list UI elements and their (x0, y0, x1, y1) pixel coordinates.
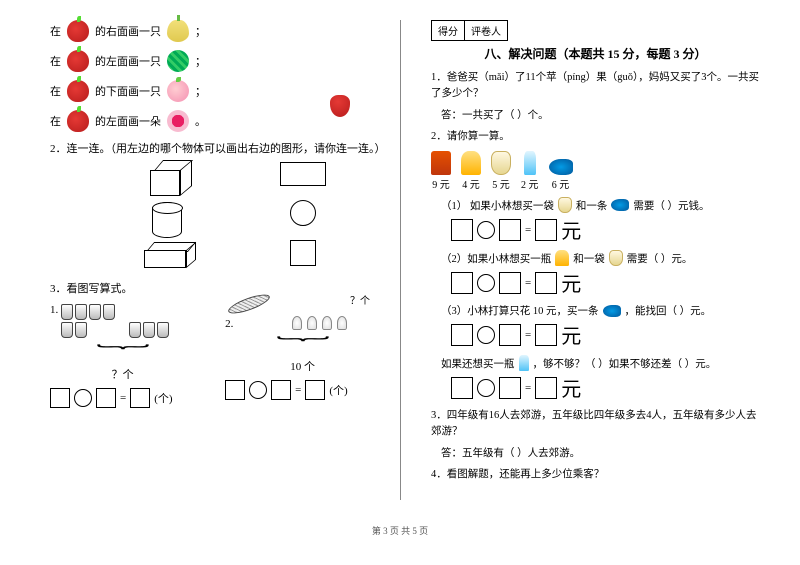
r-q4: 4．看图解题，还能再上多少位乘客？ (431, 467, 760, 483)
price-item: 2 元 (521, 151, 539, 191)
label: 1. (50, 304, 58, 316)
text: 在 (50, 113, 61, 129)
yuan-char: 元 (561, 215, 581, 244)
cups-group-b (129, 322, 169, 338)
yuan-char: 元 (561, 268, 581, 297)
text: 。 (195, 113, 206, 129)
shuttle-icon (292, 316, 302, 330)
text: 的左面画一朵 (95, 113, 161, 129)
rice-bag-icon (491, 151, 511, 175)
text: 的右面画一只 (95, 23, 161, 39)
brace-icon: ︸ (96, 340, 150, 366)
flower-icon (167, 110, 189, 132)
shuttle-icon (307, 316, 317, 330)
question-2: 2．连一连。（用左边的哪个物体可以画出右边的图形，请你连一连。） (50, 140, 380, 156)
text: 在 (50, 53, 61, 69)
yuan-char: 元 (561, 320, 581, 349)
draw-instructions: 在 的右面画一只 ； 在 的左面画一只 ； 在 的下面画一只 ； (50, 20, 380, 132)
peach-icon (167, 80, 189, 102)
draw-line-1: 在 的右面画一只 ； (50, 20, 380, 42)
yuan-equation: = 元 (451, 268, 760, 297)
r-q1-answer: 答：一共买了（ ）个。 (441, 108, 760, 124)
cube-3d-icon (150, 162, 184, 196)
watermelon-icon (167, 50, 189, 72)
racket-tube-icon (237, 304, 287, 330)
yuan-equation: = 元 (451, 320, 760, 349)
oil-bottle-icon (461, 151, 481, 175)
shuttle-icon (337, 316, 347, 330)
r-q2: 2．请你算一算。 (431, 129, 760, 145)
text: 在 (50, 83, 61, 99)
fish-icon (549, 159, 573, 175)
cuboid-3d-icon (144, 244, 190, 270)
sub-q2: （2）如果小林想买一瓶 和一袋 需要（ ）元。 (441, 250, 760, 266)
price-item: 9 元 (431, 151, 451, 191)
apple-icon (67, 20, 89, 42)
text: ； (195, 53, 206, 69)
yuan-equation: = 元 (451, 215, 760, 244)
score-label: 得分 (432, 21, 465, 40)
cups-group-a (61, 304, 121, 338)
yuan-char: 元 (561, 373, 581, 402)
page-footer: 第 3 页 共 5 页 (0, 520, 800, 537)
section-title: 八、解决问题（本题共 15 分，每题 3 分） (431, 45, 760, 62)
sub-q1: （1） 如果小林想买一袋 和一条 需要（ ）元钱。 (441, 197, 760, 213)
water-bottle-icon (519, 355, 529, 371)
text: 的左面画一只 (95, 53, 161, 69)
square-icon (290, 240, 316, 266)
text: ； (195, 83, 206, 99)
rice-bag-icon (609, 250, 623, 266)
arrow-question: ？个 (350, 292, 370, 307)
r-q1: 1．爸爸买（mǎi）了11个苹（píng）果（guǒ），妈妈又买了3个。一共买了… (431, 70, 760, 102)
r-q3-answer: 答：五年级有（ ）人去郊游。 (441, 446, 760, 462)
text: ； (195, 23, 206, 39)
fish-icon (603, 305, 621, 317)
equation-boxes: = (个) (225, 380, 380, 400)
draw-line-4: 在 的左面画一朵 。 (50, 110, 380, 132)
cylinder-icon (152, 202, 182, 238)
equation-boxes: = (个) (50, 388, 195, 408)
sub-q3: （3）小林打算只花 10 元，买一条 ，能找回（ ）元。 (441, 303, 760, 318)
apple-icon (67, 80, 89, 102)
apple-icon (67, 110, 89, 132)
matching-shapes (50, 162, 380, 270)
count-label: 10 个 (225, 358, 380, 374)
soy-sauce-icon (431, 151, 451, 175)
rectangle-icon (280, 162, 326, 186)
sub-q4: 如果还想买一瓶 ，够不够？（ ）如果不够还差（ ）元。 (441, 355, 760, 371)
q3-sub2: ？个 2. ︸ 10 个 = (个 (225, 304, 380, 408)
rice-bag-icon (558, 197, 572, 213)
q3-sub1: 1. ︸ ？个 (50, 304, 195, 408)
text: 的下面画一只 (95, 83, 161, 99)
score-box: 得分 评卷人 (431, 20, 508, 41)
draw-line-2: 在 的左面画一只 ； (50, 50, 380, 72)
q3-figures: 1. ︸ ？个 (50, 304, 380, 408)
label: 2. (225, 318, 233, 330)
r-q3: 3．四年级有16人去郊游，五年级比四年级多去4人，五年级有多少人去郊游？ (431, 408, 760, 440)
yuan-equation: = 元 (451, 373, 760, 402)
price-item: 5 元 (491, 151, 511, 191)
grader-label: 评卷人 (465, 21, 507, 40)
circle-icon (290, 200, 316, 226)
price-row: 9 元 4 元 5 元 2 元 6 元 (431, 151, 760, 191)
question-3: 3．看图写算式。 (50, 280, 380, 296)
pear-icon (167, 20, 189, 42)
left-column: 在 的右面画一只 ； 在 的左面画一只 ； 在 的下面画一只 ； (0, 0, 400, 520)
water-bottle-icon (524, 151, 536, 175)
qmark-label: ？个 (50, 366, 195, 382)
price-item: 4 元 (461, 151, 481, 191)
right-column: 得分 评卷人 八、解决问题（本题共 15 分，每题 3 分） 1．爸爸买（mǎi… (400, 20, 800, 500)
fish-icon (611, 199, 629, 211)
text: 在 (50, 23, 61, 39)
oil-bottle-icon (555, 250, 569, 266)
price-item: 6 元 (549, 159, 573, 191)
brace-icon: ︸ (276, 332, 330, 358)
shuttle-icon (322, 316, 332, 330)
apple-icon (67, 50, 89, 72)
